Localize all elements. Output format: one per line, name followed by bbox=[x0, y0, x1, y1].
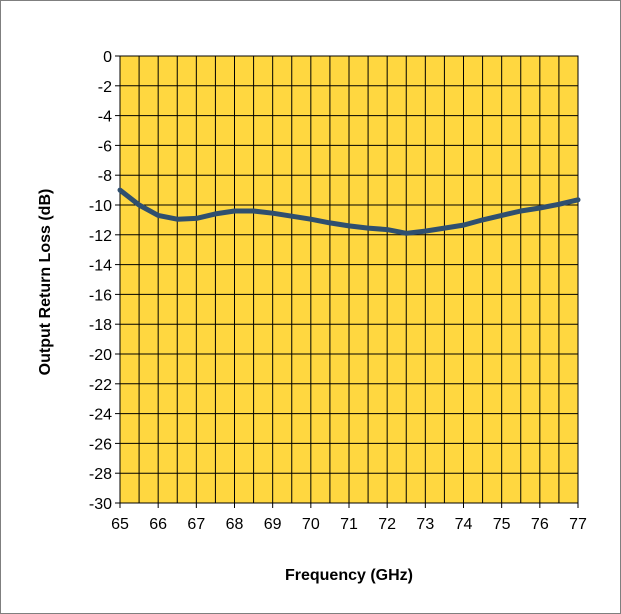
series-group bbox=[117, 187, 581, 236]
y-axis-ticks: 0 -2 -4 -6 -8 -10 -12 -14 -16 -18 -20 -22 -24 -26 -28 -… bbox=[89, 49, 120, 513]
x-tick-label: 67 bbox=[187, 516, 205, 533]
y-tick-label: -26 bbox=[89, 436, 112, 453]
x-tick-label: 65 bbox=[111, 516, 129, 533]
x-axis-title: Frequency (GHz) bbox=[285, 567, 413, 584]
x-tick-label: 70 bbox=[302, 516, 320, 533]
y-tick-label: -4 bbox=[98, 109, 112, 126]
y-tick-label: -28 bbox=[89, 466, 112, 483]
x-tick-label: 72 bbox=[378, 516, 396, 533]
x-tick-label: 73 bbox=[416, 516, 434, 533]
x-tick-label: 74 bbox=[455, 516, 473, 533]
y-tick-label: -10 bbox=[89, 198, 112, 215]
x-tick-label: 75 bbox=[493, 516, 511, 533]
x-tick-label: 66 bbox=[149, 516, 167, 533]
y-tick-label: -2 bbox=[98, 79, 112, 96]
y-tick-label: -12 bbox=[89, 228, 112, 245]
y-tick-label: -20 bbox=[89, 347, 112, 364]
y-tick-label: -8 bbox=[98, 168, 112, 185]
grid-lines bbox=[119, 55, 579, 504]
y-axis-title: Output Return Loss (dB) bbox=[37, 189, 54, 376]
y-tick-label: -30 bbox=[89, 496, 112, 513]
y-tick-label: -16 bbox=[89, 287, 112, 304]
x-axis-ticks: 65 66 67 68 69 70 71 72 73 74 75 76 77 bbox=[111, 503, 587, 533]
x-tick-label: 77 bbox=[569, 516, 587, 533]
y-tick-label: -22 bbox=[89, 377, 112, 394]
x-tick-label: 76 bbox=[531, 516, 549, 533]
y-tick-label: -24 bbox=[89, 407, 112, 424]
x-tick-label: 68 bbox=[226, 516, 244, 533]
x-tick-label: 71 bbox=[340, 516, 358, 533]
y-tick-label: -14 bbox=[89, 258, 112, 275]
y-tick-label: -6 bbox=[98, 138, 112, 155]
series-line-1 bbox=[117, 187, 581, 236]
y-tick-label: -18 bbox=[89, 317, 112, 334]
x-tick-label: 69 bbox=[264, 516, 282, 533]
y-tick-label: 0 bbox=[103, 49, 112, 66]
